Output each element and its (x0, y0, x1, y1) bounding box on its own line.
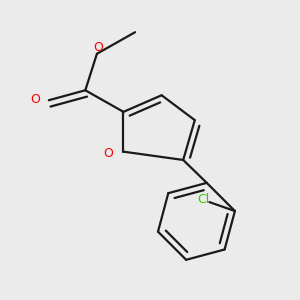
Text: Cl: Cl (197, 193, 209, 206)
Text: O: O (31, 93, 40, 106)
Text: O: O (94, 40, 103, 54)
Text: O: O (103, 147, 113, 160)
